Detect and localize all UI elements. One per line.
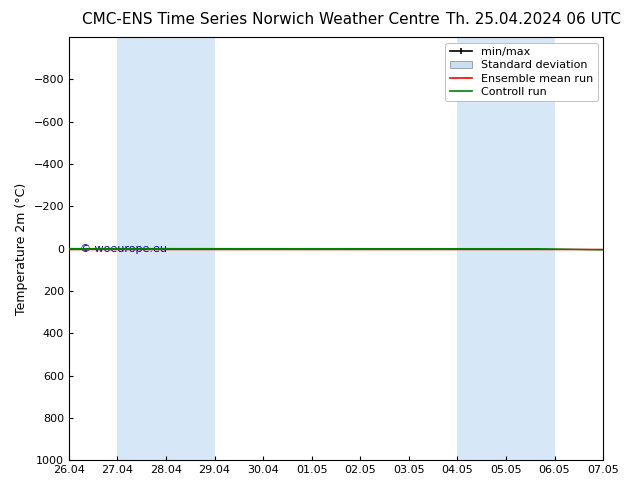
Text: © woeurope.eu: © woeurope.eu [80,244,167,254]
Text: CMC-ENS Time Series Norwich Weather Centre: CMC-ENS Time Series Norwich Weather Cent… [82,12,440,27]
Bar [458,37,555,460]
Bar [117,37,215,460]
Legend: min/max, Standard deviation, Ensemble mean run, Controll run: min/max, Standard deviation, Ensemble me… [445,43,598,101]
Y-axis label: Temperature 2m (°C): Temperature 2m (°C) [15,182,28,315]
Text: Th. 25.04.2024 06 UTC: Th. 25.04.2024 06 UTC [446,12,621,27]
